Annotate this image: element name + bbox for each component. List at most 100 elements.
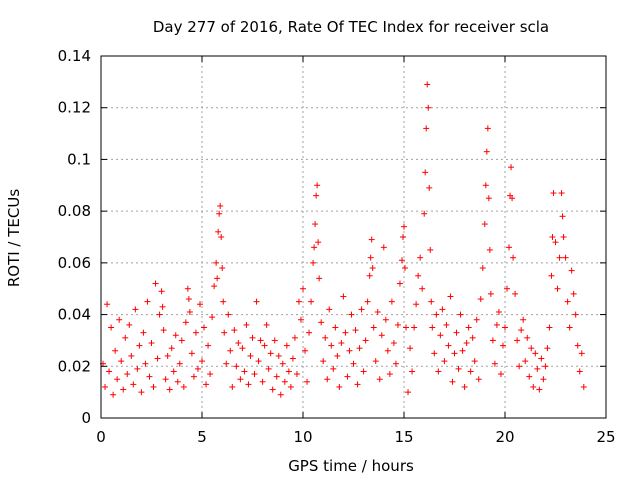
- data-point: [199, 358, 205, 365]
- data-point: [241, 368, 248, 375]
- data-point: [144, 298, 151, 305]
- data-point: [572, 311, 579, 318]
- data-point: [369, 265, 376, 272]
- data-point: [185, 296, 192, 303]
- data-point: [136, 342, 143, 349]
- data-point: [570, 290, 577, 297]
- data-point: [382, 316, 389, 323]
- data-point: [251, 371, 258, 378]
- data-point: [568, 267, 575, 274]
- data-point: [344, 373, 351, 380]
- data-point: [388, 298, 395, 305]
- data-point: [114, 376, 121, 383]
- data-point: [376, 376, 383, 383]
- data-point: [192, 329, 199, 336]
- data-point: [497, 371, 504, 378]
- data-point: [293, 371, 300, 378]
- data-point: [362, 337, 369, 344]
- data-point: [360, 368, 367, 375]
- x-tick-label: 15: [394, 428, 413, 446]
- data-point: [526, 373, 533, 380]
- data-point: [214, 275, 221, 282]
- data-point: [134, 365, 141, 372]
- data-point: [279, 360, 286, 367]
- data-point: [415, 272, 422, 279]
- data-point: [322, 334, 329, 341]
- data-point: [366, 272, 373, 279]
- data-point: [289, 355, 296, 362]
- data-point: [315, 239, 322, 246]
- data-point: [164, 352, 171, 359]
- data-point: [306, 329, 313, 336]
- data-point: [447, 293, 454, 300]
- data-point: [486, 246, 493, 253]
- data-point: [249, 334, 256, 341]
- x-tick-label: 0: [96, 428, 106, 446]
- data-point: [394, 321, 401, 328]
- data-point: [203, 381, 210, 388]
- x-axis-label: GPS time / hours: [288, 457, 414, 475]
- data-point: [524, 334, 531, 341]
- data-point: [239, 345, 246, 352]
- data-point: [548, 272, 555, 279]
- data-point: [310, 259, 317, 266]
- data-point: [409, 368, 416, 375]
- data-point: [218, 234, 225, 240]
- data-point: [318, 319, 325, 326]
- data-point: [487, 290, 494, 297]
- data-point: [426, 184, 433, 191]
- data-point: [512, 290, 519, 297]
- data-point: [277, 391, 284, 398]
- data-point: [550, 190, 557, 197]
- data-point: [336, 383, 343, 390]
- data-point: [346, 347, 353, 354]
- data-point: [358, 306, 365, 313]
- x-tick-label: 5: [197, 428, 207, 446]
- data-point: [407, 345, 414, 352]
- y-tick-label: 0.02: [58, 357, 91, 375]
- data-point: [348, 311, 355, 318]
- data-point: [560, 234, 567, 240]
- data-point: [160, 327, 167, 334]
- data-point: [364, 298, 371, 305]
- data-point: [184, 285, 191, 292]
- data-point: [213, 259, 220, 266]
- data-point: [263, 321, 270, 328]
- data-point: [451, 350, 458, 357]
- data-point: [302, 347, 309, 354]
- data-point: [178, 337, 185, 344]
- data-point: [532, 350, 539, 357]
- data-point: [106, 368, 113, 375]
- data-point: [287, 383, 294, 390]
- data-point: [401, 223, 407, 230]
- data-point: [281, 378, 288, 385]
- y-tick-label: 0.14: [58, 47, 91, 65]
- data-point: [576, 368, 583, 375]
- data-point: [559, 213, 566, 220]
- data-point: [120, 386, 127, 393]
- data-point: [509, 195, 516, 202]
- data-point: [314, 182, 321, 189]
- data-point: [265, 365, 272, 372]
- data-point: [243, 321, 250, 328]
- data-point: [330, 365, 337, 372]
- data-point: [170, 368, 177, 375]
- y-axis-label: ROTI / TECUs: [5, 189, 23, 287]
- data-point: [174, 378, 181, 385]
- data-point: [516, 363, 523, 370]
- data-point: [166, 386, 173, 393]
- data-point: [374, 308, 381, 315]
- y-tick-label: 0: [81, 409, 91, 427]
- data-point: [380, 244, 387, 251]
- data-point: [455, 365, 462, 372]
- data-point: [245, 381, 252, 388]
- data-point: [467, 368, 474, 375]
- data-point: [229, 383, 236, 390]
- data-point: [211, 283, 218, 290]
- data-point: [578, 350, 585, 357]
- data-point: [484, 125, 491, 132]
- data-point: [428, 298, 435, 305]
- data-point: [356, 345, 363, 352]
- data-point: [205, 342, 212, 349]
